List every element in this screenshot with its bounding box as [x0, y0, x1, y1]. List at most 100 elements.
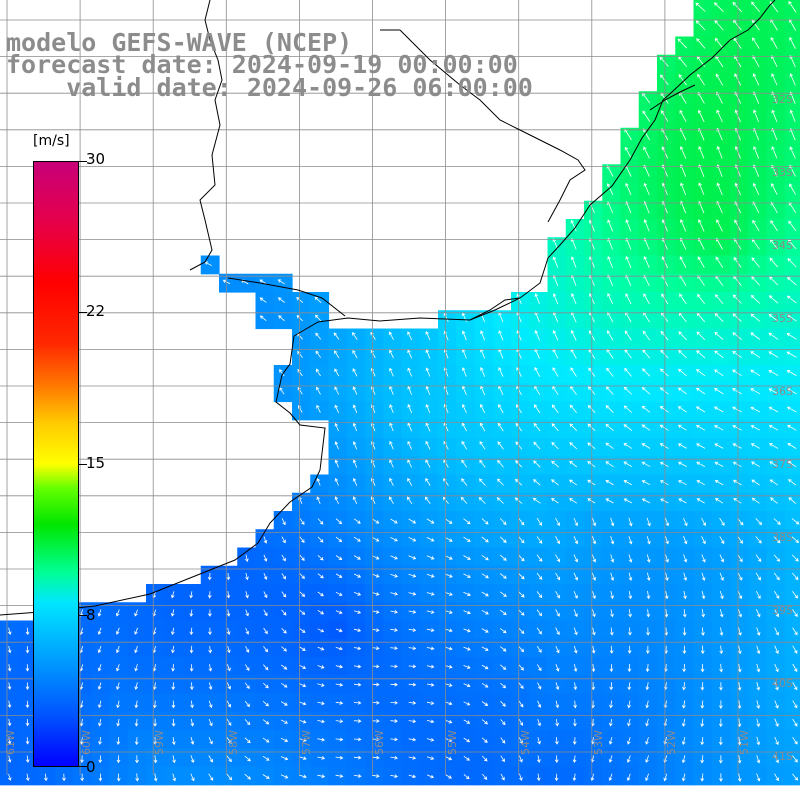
wind-vector-arrow	[555, 572, 561, 581]
wind-vector-arrow	[317, 610, 325, 615]
wind-vector-arrow	[172, 755, 176, 764]
wind-vector-arrow	[696, 350, 706, 359]
wind-vector-arrow	[555, 645, 560, 654]
wind-vector-arrow	[62, 773, 66, 782]
wind-vector-arrow	[280, 737, 289, 742]
wind-vector-arrow	[316, 477, 321, 486]
wind-vector-arrow	[372, 719, 380, 723]
wind-vector-arrow	[170, 591, 175, 599]
valid-date: valid date: 2024-09-26 06:00:00	[6, 73, 533, 102]
wind-vector-arrow	[625, 219, 632, 232]
wind-vector-arrow	[425, 440, 431, 450]
wind-vector-arrow	[792, 700, 798, 709]
wind-vector-arrow	[751, 479, 760, 486]
wind-vector-arrow	[461, 422, 467, 432]
wind-vector-arrow	[389, 404, 394, 414]
wind-vector-arrow	[463, 628, 471, 633]
wind-vector-arrow	[573, 664, 578, 672]
wind-vector-arrow	[659, 443, 669, 449]
wind-vector-arrow	[682, 609, 687, 618]
wind-vector-arrow	[227, 645, 231, 654]
wind-vector-arrow	[643, 293, 650, 305]
wind-vector-arrow	[626, 755, 631, 763]
wind-vector-arrow	[718, 718, 723, 728]
wind-vector-arrow	[7, 737, 12, 745]
wind-vector-arrow	[372, 555, 380, 560]
wind-vector-arrow	[610, 609, 614, 618]
wind-vector-arrow	[697, 73, 705, 86]
wind-vector-arrow	[533, 404, 541, 414]
wind-vector-arrow	[190, 755, 195, 764]
wind-vector-arrow	[641, 498, 651, 504]
lat-label: 34S	[772, 239, 793, 252]
wind-vector-arrow	[624, 128, 632, 141]
lon-label: 56W	[373, 730, 386, 755]
wind-vector-arrow	[552, 367, 559, 377]
wind-vector-arrow	[700, 700, 705, 709]
wind-vector-arrow	[500, 646, 507, 652]
wind-vector-arrow	[660, 74, 669, 86]
wind-vector-arrow	[500, 773, 505, 781]
wind-vector-arrow	[732, 350, 742, 359]
wind-vector-arrow	[353, 628, 362, 632]
wind-vector-arrow	[570, 256, 577, 268]
wind-vector-arrow	[499, 518, 507, 526]
wind-vector-arrow	[500, 719, 506, 726]
wind-vector-arrow	[738, 645, 742, 655]
wind-vector-arrow	[445, 628, 453, 633]
wind-vector-arrow	[789, 109, 796, 123]
wind-vector-arrow	[262, 682, 269, 689]
wind-speed-cell	[784, 419, 800, 439]
wind-vector-arrow	[627, 737, 631, 745]
wind-vector-arrow	[555, 682, 560, 691]
wind-vector-arrow	[170, 609, 175, 617]
wind-vector-arrow	[607, 256, 613, 268]
wind-vector-arrow	[732, 313, 742, 322]
wind-speed-cell	[784, 529, 800, 549]
wind-vector-arrow	[334, 441, 339, 450]
wind-vector-arrow	[281, 646, 287, 652]
wind-speed-cell	[784, 36, 800, 56]
wind-vector-arrow	[335, 610, 343, 614]
wind-vector-arrow	[732, 332, 742, 340]
wind-vector-arrow	[646, 536, 651, 545]
wind-vector-arrow	[756, 736, 761, 746]
wind-speed-cell	[784, 255, 800, 275]
wind-vector-arrow	[116, 737, 121, 745]
wind-speed-cell	[784, 346, 800, 366]
wind-vector-arrow	[280, 756, 289, 761]
wind-vector-arrow	[573, 554, 578, 563]
wind-vector-arrow	[792, 718, 798, 727]
wind-vector-arrow	[481, 573, 489, 579]
wind-vector-arrow	[426, 518, 435, 524]
wind-vector-arrow	[372, 737, 380, 742]
wind-vector-arrow	[768, 370, 779, 376]
wind-vector-arrow	[335, 573, 343, 578]
wind-vector-arrow	[482, 755, 488, 762]
wind-vector-arrow	[317, 774, 326, 779]
wind-vector-arrow	[461, 404, 467, 414]
wind-vector-arrow	[25, 627, 30, 636]
wind-vector-arrow	[334, 368, 340, 377]
wind-vector-arrow	[496, 478, 504, 486]
wind-vector-arrow	[755, 572, 761, 581]
wind-vector-arrow	[352, 331, 358, 340]
wind-vector-arrow	[390, 682, 398, 687]
wind-vector-arrow	[695, 425, 706, 431]
wind-vector-arrow	[624, 330, 632, 341]
wind-vector-arrow	[353, 664, 362, 669]
wind-speed-cell	[146, 638, 165, 658]
wind-vector-arrow	[334, 459, 339, 468]
wind-vector-arrow	[262, 737, 270, 743]
wind-vector-arrow	[519, 773, 523, 781]
wind-vector-arrow	[607, 311, 614, 323]
wind-vector-arrow	[645, 700, 650, 709]
wind-vector-arrow	[732, 369, 742, 377]
wind-vector-arrow	[643, 255, 650, 268]
wind-vector-arrow	[518, 646, 525, 653]
wind-vector-arrow	[625, 182, 632, 196]
wind-vector-arrow	[134, 609, 138, 617]
wind-vector-arrow	[771, 182, 778, 195]
wind-vector-arrow	[552, 256, 559, 268]
wind-vector-arrow	[445, 774, 452, 779]
